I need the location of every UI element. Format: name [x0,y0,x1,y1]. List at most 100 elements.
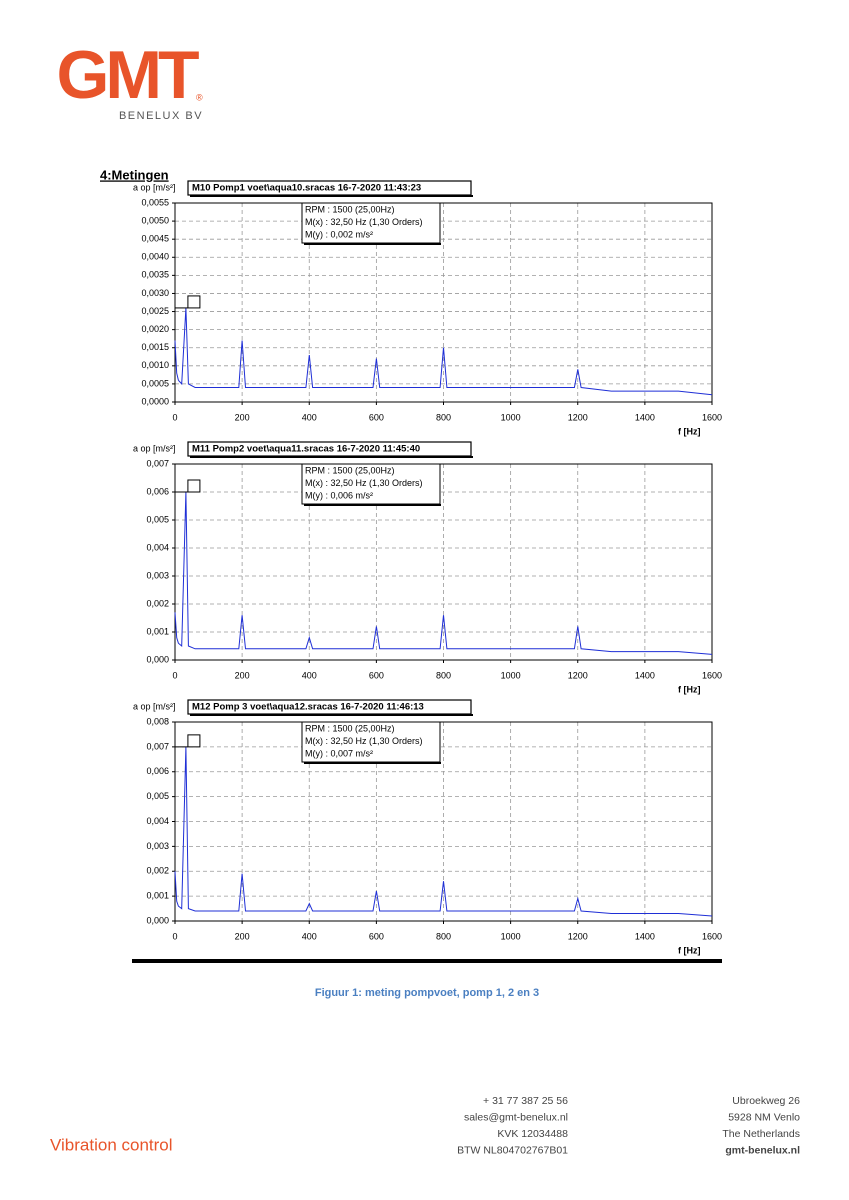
chart-title: M11 Pomp2 voet\aqua11.sracas 16-7-2020 1… [192,444,420,455]
plot-frame [174,463,713,661]
contact-line: BTW NL804702767B01 [457,1144,568,1156]
annotation-line: M(x) : 32,50 Hz (1,30 Orders) [305,478,423,488]
y-tick-label: 0,0020 [141,324,169,334]
x-tick-label: 200 [235,670,250,680]
annotation-line: RPM : 1500 (25,00Hz) [305,204,395,214]
chart-title: M12 Pomp 3 voet\aqua12.sracas 16-7-2020 … [192,702,424,713]
chart-title: M10 Pomp1 voet\aqua10.sracas 16-7-2020 1… [192,183,421,194]
y-tick-label: 0,005 [146,514,169,524]
spectrum-line [174,307,713,396]
contact-line: KVK 12034488 [497,1128,568,1140]
annotation-box [301,721,441,763]
y-tick-label: 0,0055 [141,197,169,207]
annotation-box [301,202,441,244]
y-tick-label: 0,0025 [141,306,169,316]
y-tick-label: 0,0045 [141,234,169,244]
x-tick-label: 0 [172,670,177,680]
cursor-marker [187,479,201,493]
section-title: 4:Metingen [100,167,169,182]
y-tick-label: 0,0000 [141,396,169,406]
x-tick-label: 200 [235,412,250,422]
logo-subtitle: BENELUX BV [119,110,203,122]
spectrum-line [174,491,713,655]
annotation-line: M(y) : 0,007 m/s² [305,748,373,758]
x-tick-label: 1200 [568,412,588,422]
x-tick-label: 1400 [635,412,655,422]
logo-mark: ® [196,92,203,102]
x-tick-label: 1200 [568,931,588,941]
caption: Figuur 1: meting pompvoet, pomp 1, 2 en … [315,987,539,999]
x-tick-label: 600 [369,670,384,680]
y-tick-label: 0,000 [146,915,169,925]
x-tick-label: 400 [302,931,317,941]
x-tick-label: 1600 [702,670,722,680]
x-tick-label: 1600 [702,931,722,941]
cursor-marker [187,295,201,309]
y-tick-label: 0,0015 [141,342,169,352]
y-tick-label: 0,0005 [141,378,169,388]
x-tick-label: 0 [172,931,177,941]
x-tick-label: 1000 [501,412,521,422]
x-tick-label: 400 [302,670,317,680]
address-line: gmt-benelux.nl [725,1144,800,1156]
y-axis-label: a op [m/s²] [133,701,176,711]
y-tick-label: 0,004 [146,816,169,826]
x-tick-label: 1000 [501,670,521,680]
slogan: Vibration control [50,1135,173,1154]
y-tick-label: 0,006 [146,766,169,776]
x-tick-label: 1400 [635,931,655,941]
x-tick-label: 400 [302,412,317,422]
y-tick-label: 0,003 [146,841,169,851]
spectrum-line [174,746,713,917]
y-tick-label: 0,003 [146,570,169,580]
y-tick-label: 0,001 [146,891,169,901]
x-tick-label: 200 [235,931,250,941]
x-tick-label: 1000 [501,931,521,941]
y-tick-label: 0,006 [146,486,169,496]
x-tick-label: 800 [436,931,451,941]
annotation-line: M(y) : 0,006 m/s² [305,490,373,500]
y-tick-label: 0,004 [146,542,169,552]
x-tick-label: 1200 [568,670,588,680]
y-tick-label: 0,007 [146,458,169,468]
logo: GMT [56,37,199,113]
plot-frame [174,721,713,922]
y-tick-label: 0,008 [146,716,169,726]
y-tick-label: 0,007 [146,741,169,751]
annotation-line: M(x) : 32,50 Hz (1,30 Orders) [305,217,423,227]
annotation-line: RPM : 1500 (25,00Hz) [305,465,395,475]
x-axis-label: f [Hz] [678,426,701,436]
x-tick-label: 0 [172,412,177,422]
x-axis-label: f [Hz] [678,684,701,694]
contact-line: + 31 77 387 25 56 [483,1095,568,1107]
x-tick-label: 800 [436,412,451,422]
y-tick-label: 0,005 [146,791,169,801]
x-tick-label: 1600 [702,412,722,422]
x-axis-label: f [Hz] [678,945,701,955]
y-tick-label: 0,0040 [141,252,169,262]
y-axis-label: a op [m/s²] [133,182,176,192]
y-axis-label: a op [m/s²] [133,443,176,453]
annotation-line: M(x) : 32,50 Hz (1,30 Orders) [305,736,423,746]
address-line: The Netherlands [722,1128,800,1140]
x-tick-label: 600 [369,931,384,941]
annotation-line: RPM : 1500 (25,00Hz) [305,723,395,733]
plot-frame [174,202,713,403]
y-tick-label: 0,002 [146,866,169,876]
y-tick-label: 0,0030 [141,288,169,298]
y-tick-label: 0,0035 [141,270,169,280]
y-tick-label: 0,002 [146,598,169,608]
y-tick-label: 0,000 [146,654,169,664]
annotation-line: M(y) : 0,002 m/s² [305,229,373,239]
address-line: Ubroekweg 26 [732,1095,800,1107]
y-tick-label: 0,001 [146,626,169,636]
cursor-marker [187,734,201,748]
address-line: 5928 NM Venlo [728,1111,800,1123]
annotation-box [301,463,441,505]
x-tick-label: 600 [369,412,384,422]
x-tick-label: 800 [436,670,451,680]
y-tick-label: 0,0050 [141,215,169,225]
y-tick-label: 0,0010 [141,360,169,370]
contact-line: sales@gmt-benelux.nl [464,1111,568,1123]
